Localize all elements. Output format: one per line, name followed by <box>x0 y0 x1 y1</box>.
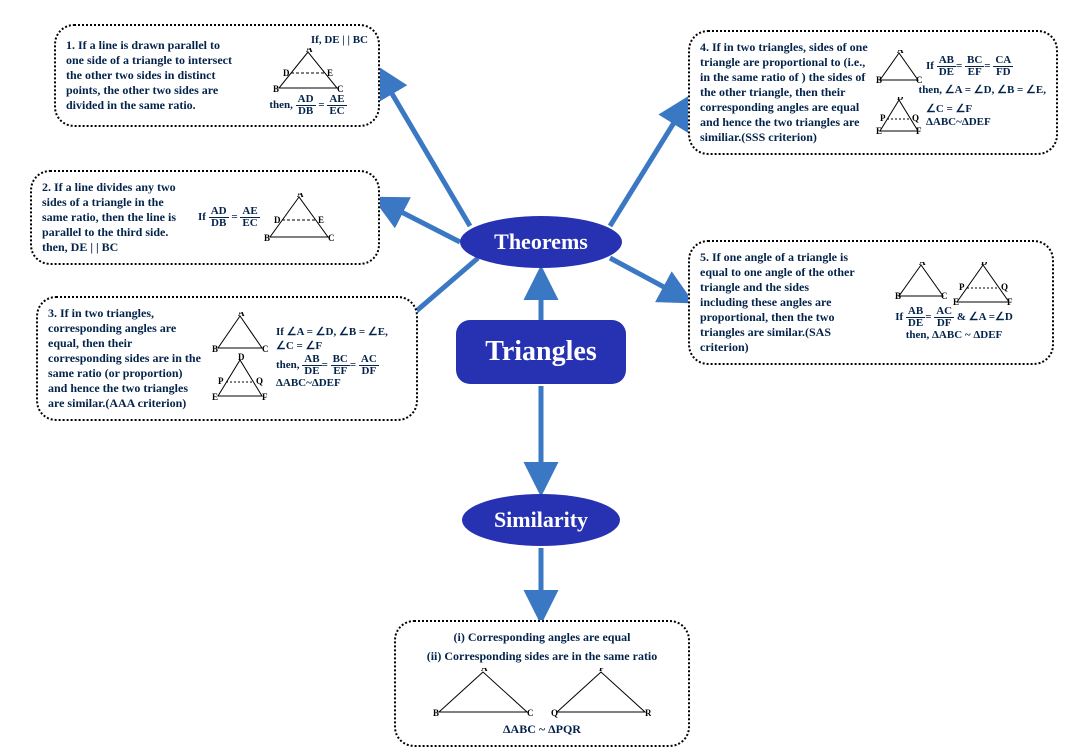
svg-text:A: A <box>919 262 926 267</box>
theorem-1-then: then, <box>269 99 293 111</box>
svg-text:A: A <box>306 48 313 54</box>
theorem-4-text: 4. If in two triangles, sides of one tri… <box>700 40 868 145</box>
theorem-4-line3: ∠C = ∠F <box>926 103 991 117</box>
triangles-label: Triangles <box>485 336 596 368</box>
theorem-5-tri1-icon: A B C <box>895 262 947 300</box>
svg-text:C: C <box>941 291 947 300</box>
theorem-4-figure: ABC If ABDE= BCEF= CAFD then, ∠A = ∠D, ∠… <box>876 50 1046 136</box>
theorem-2-text: 2. If a line divides any two sides of a … <box>42 180 190 255</box>
similarity-label: Similarity <box>494 507 588 533</box>
theorem-2-if: If <box>198 211 206 223</box>
svg-text:P: P <box>599 668 605 673</box>
theorem-2-figure: If ADDB = AEEC A B C D E <box>198 193 368 243</box>
theorem-1-triangle-icon: A B C D E <box>273 48 343 94</box>
svg-text:Q: Q <box>551 708 558 718</box>
svg-text:E: E <box>327 68 333 78</box>
svg-text:C: C <box>527 708 533 718</box>
svg-text:C: C <box>916 75 922 84</box>
similarity-line1: (i) Corresponding angles are equal <box>454 630 631 645</box>
svg-text:B: B <box>212 344 218 354</box>
theorem-4-tri2-icon: D E F P Q <box>876 97 922 135</box>
theorem-4-tri1-icon: A B C <box>876 50 922 84</box>
svg-text:B: B <box>876 75 882 84</box>
theorem-1-sidenote: If, DE | | BC <box>248 34 368 48</box>
theorems-node: Theorems <box>460 216 622 268</box>
theorem-1-figure: If, DE | | BC A B C D E then, ADDB = AEE… <box>248 34 368 117</box>
theorem-2-triangle-icon: A B C D E <box>264 193 334 243</box>
theorems-to-t4 <box>610 100 688 226</box>
svg-text:E: E <box>953 297 959 306</box>
theorem-5-tri2-icon: D E F P Q <box>953 262 1013 306</box>
svg-text:D: D <box>981 262 988 267</box>
svg-text:Q: Q <box>256 376 263 386</box>
similarity-result: ΔABC ~ ΔPQR <box>503 722 581 737</box>
svg-text:A: A <box>481 668 488 673</box>
svg-text:E: E <box>318 215 324 225</box>
svg-text:P: P <box>959 282 965 292</box>
svg-text:F: F <box>916 126 922 135</box>
similarity-node: Similarity <box>462 494 620 546</box>
theorem-3-math: If ∠A = ∠D, ∠B = ∠E, ∠C = ∠F then, ABDE=… <box>276 326 406 390</box>
theorem-5-box: 5. If one angle of a triangle is equal t… <box>688 240 1054 365</box>
svg-text:Q: Q <box>912 113 919 123</box>
theorem-5-text: 5. If one angle of a triangle is equal t… <box>700 250 858 355</box>
theorem-1-text: 1. If a line is drawn parallel to one si… <box>66 38 240 113</box>
theorem-3-text: 3. If in two triangles, corresponding an… <box>48 306 204 411</box>
theorems-to-t1 <box>378 70 470 226</box>
svg-text:P: P <box>880 113 886 123</box>
theorem-4-box: 4. If in two triangles, sides of one tri… <box>688 30 1058 155</box>
svg-text:B: B <box>264 233 270 243</box>
svg-text:C: C <box>328 233 334 243</box>
svg-text:A: A <box>297 193 304 199</box>
theorem-4-result: ΔABC~ΔDEF <box>926 116 991 130</box>
theorem-3-result: ΔABC~ΔDEF <box>276 377 406 391</box>
svg-text:B: B <box>433 708 439 718</box>
svg-text:D: D <box>897 97 904 102</box>
svg-text:D: D <box>274 215 281 225</box>
svg-text:A: A <box>238 312 245 318</box>
svg-text:F: F <box>262 392 268 402</box>
theorem-2-box: 2. If a line divides any two sides of a … <box>30 170 380 265</box>
theorems-label: Theorems <box>494 229 588 255</box>
svg-text:P: P <box>218 376 224 386</box>
triangles-node: Triangles <box>456 320 626 384</box>
svg-text:B: B <box>273 84 279 94</box>
svg-text:Q: Q <box>1001 282 1008 292</box>
theorem-4-line2: then, ∠A = ∠D, ∠B = ∠E, <box>876 84 1046 98</box>
similarity-box: (i) Corresponding angles are equal (ii) … <box>394 620 690 747</box>
similarity-triangles-icon: A B C P Q R <box>433 668 651 718</box>
svg-text:D: D <box>283 68 290 78</box>
theorem-3-box: 3. If in two triangles, corresponding an… <box>36 296 418 421</box>
theorem-3-condition: If ∠A = ∠D, ∠B = ∠E, ∠C = ∠F <box>276 326 406 354</box>
theorems-to-t2 <box>378 200 460 242</box>
svg-text:B: B <box>895 291 901 300</box>
svg-text:E: E <box>212 392 218 402</box>
theorem-3-triangles-icon: A B C D E F P Q <box>212 312 268 406</box>
svg-text:C: C <box>262 344 268 354</box>
theorems-to-t5 <box>610 258 688 300</box>
similarity-line2: (ii) Corresponding sides are in the same… <box>427 649 658 664</box>
svg-text:E: E <box>876 126 882 135</box>
svg-text:A: A <box>897 50 904 55</box>
theorem-1-box: 1. If a line is drawn parallel to one si… <box>54 24 380 127</box>
svg-text:R: R <box>645 708 651 718</box>
theorem-5-figure: ABC DEF PQ If ABDE= ACDF & ∠A =∠D then, … <box>866 262 1042 343</box>
svg-text:F: F <box>1007 297 1013 306</box>
svg-text:D: D <box>238 352 245 362</box>
theorem-5-result: then, ΔABC ~ ΔDEF <box>866 329 1042 343</box>
